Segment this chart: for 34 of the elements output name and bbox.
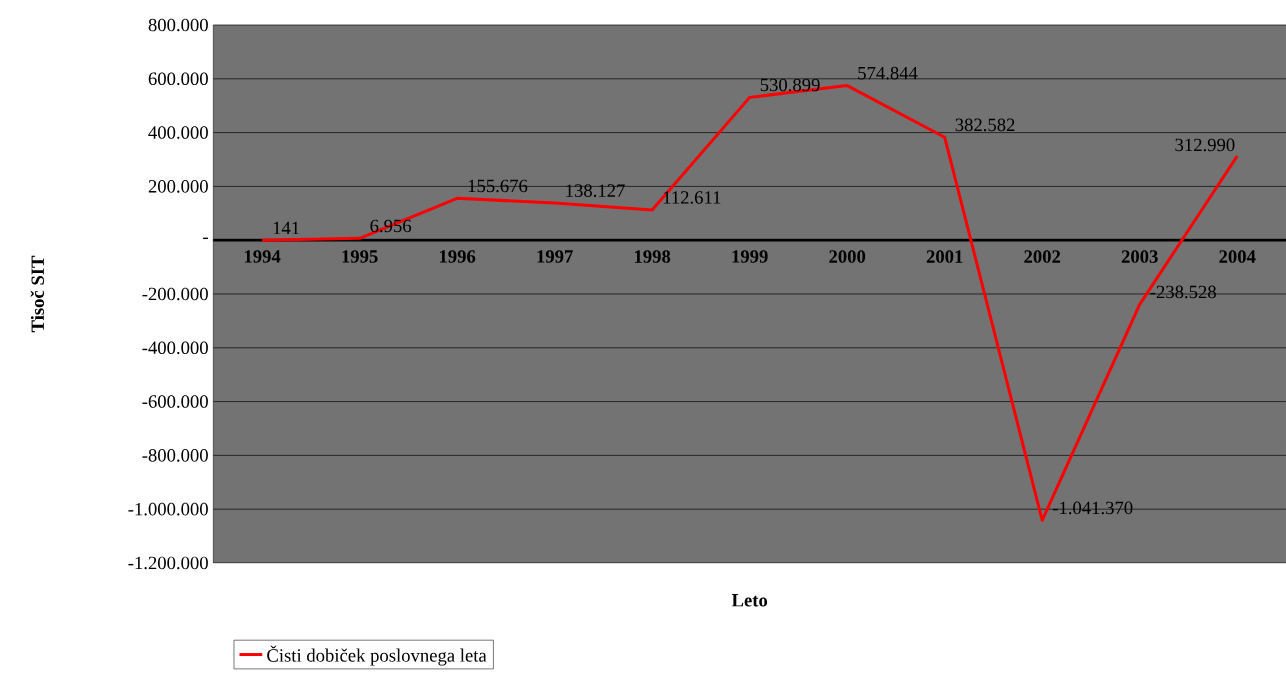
- x-tick-label: 2004: [1219, 250, 1256, 263]
- y-tick-label: -: [203, 237, 208, 240]
- y-tick-label: 400.000: [148, 126, 208, 139]
- legend-label: Čisti dobiček poslovnega leta: [267, 645, 487, 666]
- y-tick-label: -600.000: [142, 395, 208, 408]
- x-axis-title: Leto: [731, 594, 768, 607]
- data-label: 112.611: [663, 191, 721, 204]
- y-tick-label: -800.000: [142, 449, 208, 462]
- y-tick-label: -200.000: [142, 287, 208, 301]
- x-tick-label: 2001: [926, 250, 963, 263]
- data-label: 138.127: [566, 184, 625, 197]
- data-label: -238.528: [1150, 285, 1216, 299]
- data-label: 530.899: [760, 78, 820, 92]
- x-tick-label: 1997: [537, 250, 573, 263]
- x-tick-label: 2000: [829, 250, 866, 263]
- y-tick-label: 200.000: [148, 180, 208, 193]
- x-tick-label: 2002: [1024, 250, 1061, 263]
- data-label: 141: [273, 221, 300, 235]
- y-tick-label: -1.200.000: [128, 556, 208, 570]
- y-tick-label: 800.000: [148, 18, 208, 32]
- data-label: -1.041.370: [1052, 501, 1133, 515]
- y-axis-title: Tisoč SIT: [30, 255, 45, 333]
- x-tick-label: 1994: [244, 250, 281, 263]
- data-label: 574.844: [858, 66, 918, 80]
- y-tick-label: 600.000: [148, 72, 208, 86]
- data-label: 382.582: [955, 118, 1015, 132]
- y-tick-label: -1.000.000: [128, 502, 208, 516]
- y-tick-label: -400.000: [142, 341, 208, 355]
- data-label: 312.990: [1175, 138, 1235, 152]
- x-tick-label: 1999: [732, 250, 768, 263]
- x-tick-label: 2003: [1121, 250, 1158, 263]
- x-tick-label: 1996: [439, 250, 476, 263]
- x-tick-label: 1998: [634, 250, 671, 263]
- x-tick-label: 1995: [342, 250, 378, 263]
